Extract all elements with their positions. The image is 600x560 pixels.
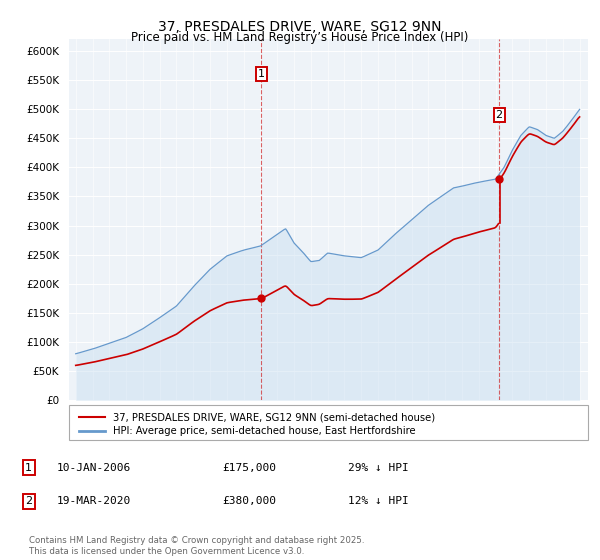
Text: 37, PRESDALES DRIVE, WARE, SG12 9NN (semi-detached house): 37, PRESDALES DRIVE, WARE, SG12 9NN (sem… (113, 412, 435, 422)
Text: 2: 2 (496, 110, 503, 120)
Text: £380,000: £380,000 (222, 496, 276, 506)
Text: 2: 2 (25, 496, 32, 506)
Text: £175,000: £175,000 (222, 463, 276, 473)
Text: 37, PRESDALES DRIVE, WARE, SG12 9NN: 37, PRESDALES DRIVE, WARE, SG12 9NN (158, 20, 442, 34)
Text: 10-JAN-2006: 10-JAN-2006 (57, 463, 131, 473)
Text: 1: 1 (257, 69, 265, 79)
Text: 19-MAR-2020: 19-MAR-2020 (57, 496, 131, 506)
Text: HPI: Average price, semi-detached house, East Hertfordshire: HPI: Average price, semi-detached house,… (113, 426, 416, 436)
Text: 29% ↓ HPI: 29% ↓ HPI (348, 463, 409, 473)
Text: 1: 1 (25, 463, 32, 473)
Text: 12% ↓ HPI: 12% ↓ HPI (348, 496, 409, 506)
Text: Price paid vs. HM Land Registry’s House Price Index (HPI): Price paid vs. HM Land Registry’s House … (131, 31, 469, 44)
Text: Contains HM Land Registry data © Crown copyright and database right 2025.
This d: Contains HM Land Registry data © Crown c… (29, 536, 364, 556)
